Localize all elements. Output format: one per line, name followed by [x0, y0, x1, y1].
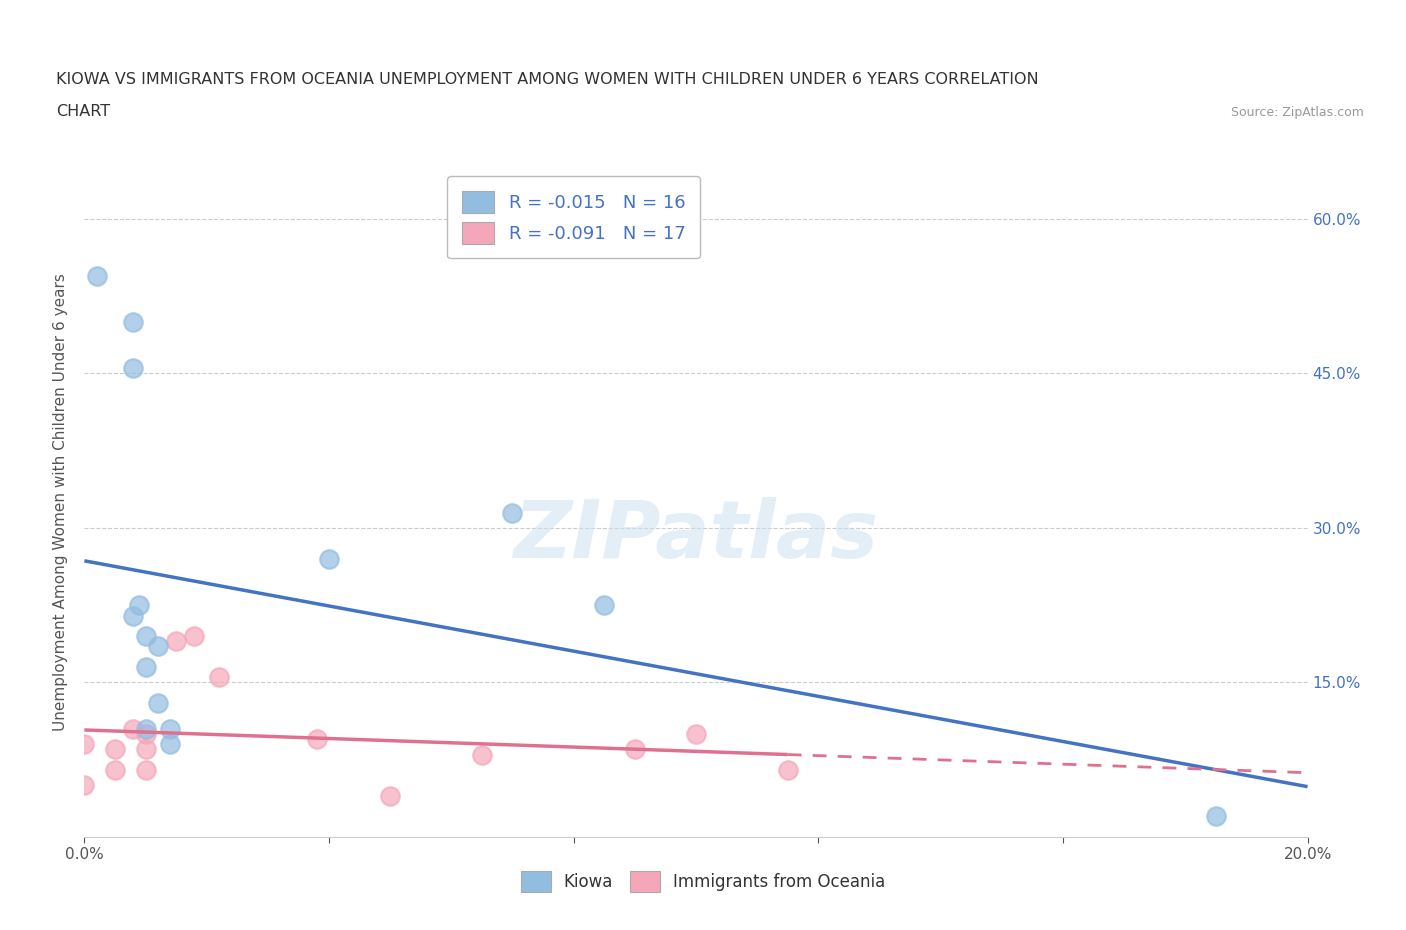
- Point: [104, 763, 127, 777]
- Point: [122, 314, 145, 329]
- Point: [208, 670, 231, 684]
- Point: [146, 696, 169, 711]
- Point: [165, 634, 187, 649]
- Point: [135, 726, 157, 741]
- Point: [318, 551, 340, 566]
- Y-axis label: Unemployment Among Women with Children Under 6 years: Unemployment Among Women with Children U…: [53, 273, 69, 731]
- Text: KIOWA VS IMMIGRANTS FROM OCEANIA UNEMPLOYMENT AMONG WOMEN WITH CHILDREN UNDER 6 : KIOWA VS IMMIGRANTS FROM OCEANIA UNEMPLO…: [56, 72, 1039, 86]
- Point: [1205, 809, 1227, 824]
- Point: [624, 742, 647, 757]
- Point: [135, 629, 157, 644]
- Text: CHART: CHART: [56, 104, 110, 119]
- Point: [104, 742, 127, 757]
- Point: [128, 598, 150, 613]
- Point: [73, 778, 96, 793]
- Point: [776, 763, 799, 777]
- Legend: Kiowa, Immigrants from Oceania: Kiowa, Immigrants from Oceania: [513, 865, 893, 898]
- Point: [502, 505, 524, 520]
- Point: [122, 722, 145, 737]
- Legend: R = -0.015   N = 16, R = -0.091   N = 17: R = -0.015 N = 16, R = -0.091 N = 17: [447, 177, 700, 259]
- Point: [135, 659, 157, 674]
- Point: [183, 629, 205, 644]
- Point: [73, 737, 96, 751]
- Point: [305, 732, 328, 747]
- Point: [471, 747, 494, 762]
- Point: [135, 742, 157, 757]
- Point: [122, 361, 145, 376]
- Point: [135, 763, 157, 777]
- Point: [159, 737, 181, 751]
- Point: [593, 598, 616, 613]
- Point: [380, 789, 402, 804]
- Point: [122, 608, 145, 623]
- Point: [146, 639, 169, 654]
- Point: [135, 722, 157, 737]
- Text: Source: ZipAtlas.com: Source: ZipAtlas.com: [1230, 106, 1364, 119]
- Point: [159, 722, 181, 737]
- Text: ZIPatlas: ZIPatlas: [513, 497, 879, 575]
- Point: [685, 726, 707, 741]
- Point: [86, 268, 108, 283]
